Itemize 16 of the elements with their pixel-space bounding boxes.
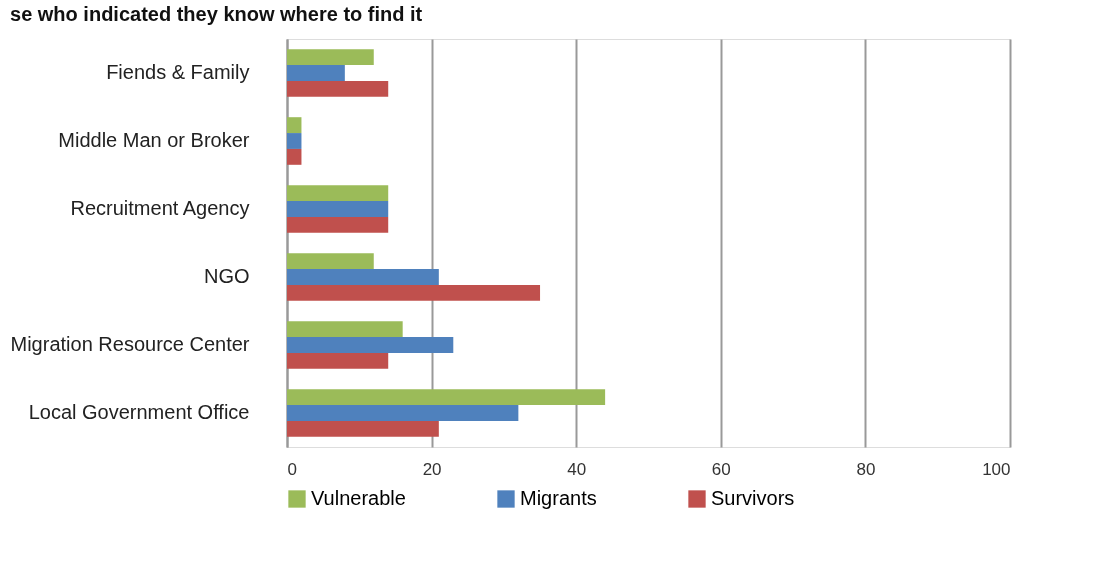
legend-label: Vulnerable xyxy=(311,487,406,509)
y-tick-label: Recruitment Agency xyxy=(70,197,250,219)
x-tick-label: 40 xyxy=(567,459,587,479)
x-tick-label: 100 xyxy=(982,459,1011,479)
y-tick-label: Local Government Office xyxy=(28,401,250,423)
chart-title: se who indicated they know where to find it xyxy=(10,3,423,25)
x-tick-label: 20 xyxy=(422,459,442,479)
legend-label: Migrants xyxy=(520,487,597,509)
x-tick-label: 80 xyxy=(856,459,876,479)
y-tick-label: Migration Resource Center xyxy=(10,333,250,355)
y-tick-label: Middle Man or Broker xyxy=(58,129,250,151)
y-tick-label: NGO xyxy=(203,265,250,287)
y-tick-label: Fiends & Family xyxy=(106,61,250,83)
x-tick-label: 60 xyxy=(711,459,731,479)
legend-label: Survivors xyxy=(711,487,795,509)
x-tick-label: 0 xyxy=(287,459,297,479)
